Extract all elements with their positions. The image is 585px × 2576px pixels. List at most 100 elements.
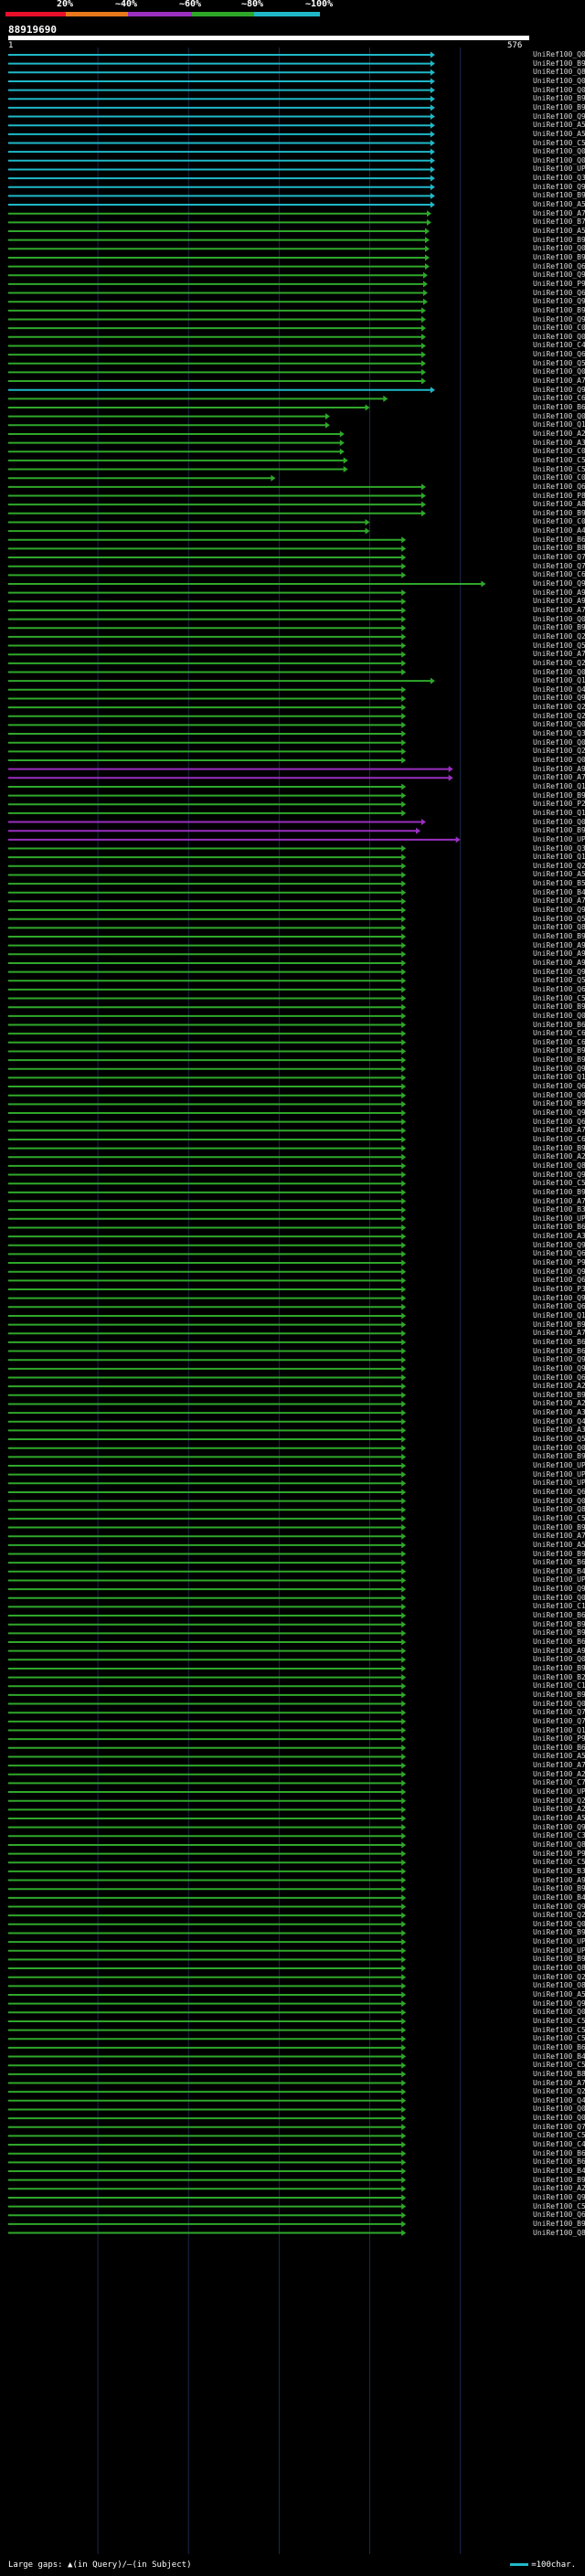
hit-label-link[interactable]: UniRef100_Q0RUG2 [533,1655,585,1664]
hit-label-link[interactable]: UniRef100_Q24NH5 [533,2087,585,2096]
hit-label-link[interactable]: UniRef100_Q5SI15 [533,358,585,367]
hit-label-link[interactable]: UniRef100_UP1000.. [533,164,585,174]
hit-label-link[interactable]: UniRef100_A8MRG6 [533,500,585,509]
hit-label-link[interactable]: UniRef100_Q9FW57 [533,314,585,323]
hit-label-link[interactable]: UniRef100_A9TPN2 [533,1646,585,1655]
hit-label-link[interactable]: UniRef100_Q3KKJ9 [533,843,585,853]
hit-label-link[interactable]: UniRef100_Q9FJQ1 [533,579,585,588]
hit-label-link[interactable]: UniRef100_B6UHB7 [533,1223,585,1232]
hit-label-link[interactable]: UniRef100_B9RNE6 [533,508,585,517]
hit-label-link[interactable]: UniRef100_Q0DPE8 [533,1919,585,1928]
hit-label-link[interactable]: UniRef100_Q9FM22 [533,1355,585,1364]
hit-label-link[interactable]: UniRef100_C5MMK4 [533,2034,585,2043]
hit-label-link[interactable]: UniRef100_Q8L5U9 [533,1964,585,1973]
hit-label-link[interactable]: UniRef100_Q9FMA3 [533,1267,585,1276]
hit-label-link[interactable]: UniRef100_Q9FD2C [533,1902,585,1911]
hit-label-link[interactable]: UniRef100_B9HT29 [533,1002,585,1012]
hit-label-link[interactable]: UniRef100_Q41833 [533,1416,585,1426]
hit-label-link[interactable]: UniRef100_C0PF14 [533,447,585,456]
hit-label-link[interactable]: UniRef100_C4J867 [533,2140,585,2149]
hit-label-link[interactable]: UniRef100_A7R8Q8 [533,1532,585,1541]
hit-label-link[interactable]: UniRef100_Q0GPE7 [533,244,585,253]
hit-label-link[interactable]: UniRef100_O81002 [533,1981,585,1990]
hit-label-link[interactable]: UniRef100_A9ZPJ4 [533,588,585,597]
hit-label-link[interactable]: UniRef100_Q0GPF1 [533,614,585,623]
hit-label-link[interactable]: UniRef100_Q6RKV2 [533,1302,585,1311]
hit-label-link[interactable]: UniRef100_B9RGL2 [533,235,585,244]
hit-label-link[interactable]: UniRef100_B9RHN6 [533,94,585,103]
hit-label-link[interactable]: UniRef100_A7N7T1 [533,376,585,386]
hit-label-link[interactable]: UniRef100_Q6ZGW4 [533,1373,585,1382]
hit-label-link[interactable]: UniRef100_B8LJG2 [533,2069,585,2078]
hit-label-link[interactable]: UniRef100_P93839 [533,1258,585,1267]
hit-label-link[interactable]: UniRef100_B9NCC3 [533,2219,585,2228]
hit-label-link[interactable]: UniRef100_B6T330 [533,1558,585,1567]
hit-label-link[interactable]: UniRef100_B9RNS1 [533,1143,585,1152]
hit-label-link[interactable]: UniRef100_Q9K816 [533,1064,585,1073]
hit-label-link[interactable]: UniRef100_C5XB30 [533,2201,585,2210]
hit-label-link[interactable]: UniRef100_B6TJS3 [533,1743,585,1752]
hit-label-link[interactable]: UniRef100_C5WMH5 [533,1858,585,1867]
hit-label-link[interactable]: UniRef100_A9T3N2 [533,764,585,773]
hit-label-link[interactable]: UniRef100_Q8R4G6 [533,923,585,932]
hit-label-link[interactable]: UniRef100_Q1HA69 [533,676,585,685]
hit-label-link[interactable]: UniRef100_A5AI36 [533,1990,585,1998]
hit-label-link[interactable]: UniRef100_B5ECT1 [533,879,585,888]
hit-label-link[interactable]: UniRef100_C1J3D6 [533,1681,585,1691]
hit-label-link[interactable]: UniRef100_B9HFY8 [533,790,585,800]
hit-label-link[interactable]: UniRef100_A2WR40 [533,1399,585,1408]
hit-label-link[interactable]: UniRef100_Q7Q6H8 [533,561,585,570]
hit-label-link[interactable]: UniRef100_A5C711 [533,227,585,235]
hit-label-link[interactable]: UniRef100_B9RZL7 [533,1187,585,1196]
hit-label-link[interactable]: UniRef100_Q8L5W2 [533,68,585,77]
hit-label-link[interactable]: UniRef100_A3BSC5 [533,438,585,447]
hit-label-link[interactable]: UniRef100_A9ZPJ2 [533,949,585,959]
hit-label-link[interactable]: UniRef100_B9R6U5 [533,1522,585,1532]
hit-label-link[interactable]: UniRef100_UP1000.. [533,1461,585,1469]
hit-label-link[interactable]: UniRef100_A2X5Z2 [533,1769,585,1778]
hit-label-link[interactable]: UniRef100_A9RUK0 [533,1875,585,1884]
hit-label-link[interactable]: UniRef100_Q9T062 [533,1585,585,1594]
hit-label-link[interactable]: UniRef100_A7R2N0 [533,773,585,782]
hit-label-link[interactable]: UniRef100_C6TH73 [533,570,585,579]
hit-label-link[interactable]: UniRef100_Q0GP12 [533,367,585,376]
hit-label-link[interactable]: UniRef100_P93567 [533,1849,585,1858]
hit-label-link[interactable]: UniRef100_UP1000.. [533,1575,585,1585]
hit-label-link[interactable]: UniRef100_Q9H6S3 [533,1363,585,1373]
hit-label-link[interactable]: UniRef100_B6UHF6 [533,1346,585,1355]
hit-label-link[interactable]: UniRef100_Q2Z677 [533,747,585,756]
hit-label-link[interactable]: UniRef100_C6T125 [533,1037,585,1046]
hit-label-link[interactable]: UniRef100_Q9XKU4 [533,1170,585,1179]
hit-label-link[interactable]: UniRef100_Q2FM07 [533,658,585,667]
hit-label-link[interactable]: UniRef100_A7PNC0 [533,896,585,906]
hit-label-link[interactable]: UniRef100_B6JOW8 [533,1611,585,1620]
hit-label-link[interactable]: UniRef100_C5YJN7 [533,1179,585,1188]
hit-label-link[interactable]: UniRef100_Q0PG27 [533,76,585,85]
hit-label-link[interactable]: UniRef100_A5BRN1 [533,200,585,209]
hit-label-link[interactable]: UniRef100_B9GXP0 [533,1884,585,1893]
hit-label-link[interactable]: UniRef100_Q0GPF8 [533,50,585,58]
hit-label-link[interactable]: UniRef100_Q4H4C4 [533,684,585,694]
hit-label-link[interactable]: UniRef100_A2ZHF4 [533,1805,585,1814]
hit-label-link[interactable]: UniRef100_B3F7X8 [533,1205,585,1214]
hit-label-link[interactable]: UniRef100_Q7XIB7 [533,553,585,562]
hit-label-link[interactable]: UniRef100_C3VEV2 [533,1831,585,1840]
hit-label-link[interactable]: UniRef100_Q1E476 [533,420,585,429]
hit-label-link[interactable]: UniRef100_Q0K1X9 [533,720,585,729]
hit-label-link[interactable]: UniRef100_B8LLW5 [533,544,585,553]
hit-label-link[interactable]: UniRef100_A5C7N8 [533,121,585,130]
hit-label-link[interactable]: UniRef100_C5WTH2 [533,2016,585,2025]
hit-label-link[interactable]: UniRef100_B3IJ29 [533,1866,585,1875]
hit-label-link[interactable]: UniRef100_Q6X8Q7 [533,1082,585,1091]
hit-label-link[interactable]: UniRef100_B9GNN4 [533,1390,585,1399]
hit-label-link[interactable]: UniRef100_Q1KU03 [533,1073,585,1082]
hit-label-link[interactable]: UniRef100_Q0KP25 [533,1443,585,1452]
hit-label-link[interactable]: UniRef100_C0HIB3 [533,517,585,526]
hit-label-link[interactable]: UniRef100_Q0JS76 [533,2008,585,2017]
hit-label-link[interactable]: UniRef100_C4IJ59 [533,341,585,350]
hit-label-link[interactable]: UniRef100_Q6QTJ0 [533,1117,585,1126]
hit-label-link[interactable]: UniRef100_B9RHH2 [533,1046,585,1055]
hit-label-link[interactable]: UniRef100_C7YRE4 [533,1778,585,1787]
hit-label-link[interactable]: UniRef100_Q93YM7 [533,1240,585,1249]
hit-label-link[interactable]: UniRef100_C1KMK0 [533,1602,585,1611]
